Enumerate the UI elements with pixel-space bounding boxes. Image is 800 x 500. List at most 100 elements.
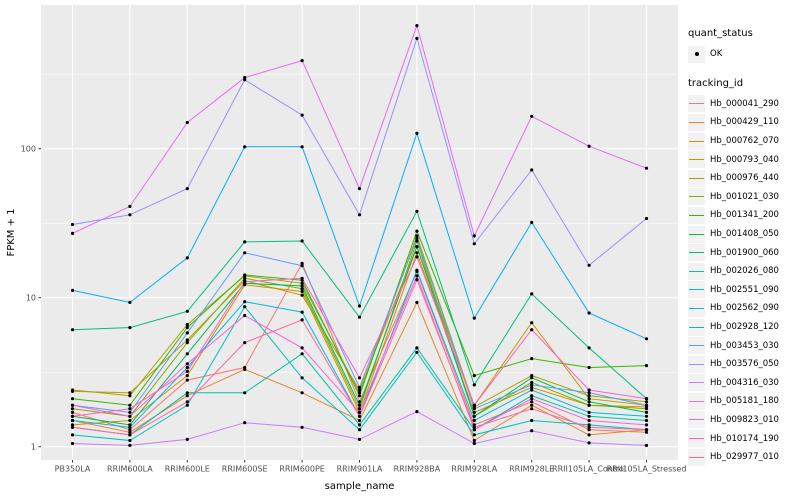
data-point-Hb_001021_030 [185, 341, 189, 345]
y-tick-label: 100 [21, 145, 36, 154]
legend-item-Hb_002562_090: Hb_002562_090 [688, 299, 798, 318]
legend-key-swatch [688, 374, 705, 392]
legend-key-swatch [688, 318, 705, 336]
data-point-Hb_002928_120 [128, 300, 132, 304]
legend-key-swatch [688, 206, 705, 224]
data-point-Hb_002562_090 [415, 268, 419, 272]
data-point-Hb_002928_120 [644, 337, 649, 341]
data-point-Hb_004316_030 [530, 429, 534, 433]
legend-tracking-id-title: tracking_id [688, 77, 744, 89]
data-point-Hb_001408_050 [644, 410, 649, 414]
legend-line-icon [689, 270, 704, 272]
legend-key-swatch [688, 95, 705, 113]
legend-item-label: Hb_000793_040 [710, 154, 779, 165]
legend-line-icon [689, 326, 704, 328]
legend-key-swatch [688, 411, 705, 429]
legend-key-swatch [688, 113, 705, 131]
legend-key-swatch [688, 299, 705, 317]
data-point-Hb_005181_180 [70, 231, 75, 235]
data-point-Hb_000793_040 [587, 397, 591, 401]
data-point-Hb_001021_030 [243, 276, 247, 280]
legend-line-icon [689, 382, 704, 384]
data-point-Hb_000976_440 [300, 281, 304, 285]
data-point-Hb_001408_050 [530, 376, 534, 380]
legend-line-icon [689, 363, 704, 365]
data-point-Hb_001021_030 [644, 407, 649, 411]
legend-item-label: Hb_009823_010 [710, 414, 779, 425]
data-point-Hb_000976_440 [530, 374, 534, 378]
data-point-Hb_010174_190 [415, 255, 419, 259]
data-point-Hb_000041_290 [185, 378, 189, 382]
data-point-Hb_002562_090 [128, 425, 132, 429]
legend-item-label: Hb_002551_090 [710, 284, 779, 295]
data-point-Hb_000762_070 [185, 374, 189, 378]
data-point-Hb_002928_120 [185, 256, 189, 260]
data-point-Hb_000041_290 [644, 430, 649, 434]
data-point-Hb_010174_190 [472, 403, 476, 407]
x-tick-label: PB350LA [55, 465, 91, 474]
legend-item-label: Hb_000976_440 [710, 173, 779, 184]
data-point-Hb_001408_050 [128, 423, 132, 427]
data-point-Hb_000041_290 [472, 423, 476, 427]
data-point-Hb_002562_090 [300, 310, 304, 314]
legend-item-Hb_001408_050: Hb_001408_050 [688, 225, 798, 244]
data-point-Hb_003453_030 [415, 236, 419, 240]
legend-item-label: Hb_000429_110 [710, 117, 779, 128]
legend-key-swatch [688, 225, 705, 243]
data-point-Hb_003453_030 [644, 403, 649, 407]
data-point-Hb_002928_120 [70, 288, 75, 292]
data-point-Hb_002026_080 [300, 352, 304, 356]
legend-item-Hb_000793_040: Hb_000793_040 [688, 150, 798, 169]
data-point-Hb_002928_120 [587, 311, 591, 315]
x-tick-label: RRII105LA_Control [552, 465, 626, 474]
data-point-Hb_000976_440 [128, 394, 132, 398]
legend-item-label: Hb_003576_050 [710, 359, 779, 370]
legend-key-swatch [688, 244, 705, 262]
legend-key-swatch [688, 337, 705, 355]
data-point-Hb_003576_050 [185, 187, 189, 191]
data-point-Hb_010174_190 [644, 397, 649, 401]
data-point-Hb_029977_010 [357, 414, 362, 418]
data-point-Hb_009823_010 [472, 428, 476, 432]
data-point-Hb_003453_030 [357, 385, 362, 389]
data-point-Hb_002026_080 [357, 423, 362, 427]
data-point-Hb_005181_180 [415, 24, 419, 28]
data-point-Hb_004316_030 [300, 425, 304, 429]
legend-item-label: Hb_002026_080 [710, 266, 779, 277]
legend-key-swatch [688, 262, 705, 280]
legend-line-icon [689, 419, 704, 421]
data-point-Hb_010174_190 [300, 276, 304, 280]
data-point-Hb_009823_010 [644, 423, 649, 427]
data-point-Hb_004316_030 [357, 437, 362, 441]
legend-item-Hb_029977_010: Hb_029977_010 [688, 448, 798, 467]
data-point-Hb_002928_120 [472, 316, 476, 320]
data-point-Hb_029977_010 [415, 278, 419, 282]
legend-tracking-id-items: Hb_000041_290 Hb_000429_110 Hb_000762_070 H… [688, 95, 798, 467]
legend-item-Hb_000762_070: Hb_000762_070 [688, 132, 798, 151]
data-point-Hb_002551_090 [472, 433, 476, 437]
data-point-Hb_003576_050 [415, 36, 419, 41]
legend-line-icon [689, 159, 704, 161]
data-point-Hb_001900_060 [70, 328, 75, 332]
data-point-Hb_001021_030 [587, 403, 591, 407]
legend-key-swatch [688, 132, 705, 150]
data-point-Hb_002551_090 [128, 438, 132, 443]
data-point-Hb_001408_050 [185, 352, 189, 356]
data-point-Hb_000793_040 [530, 321, 534, 325]
data-point-Hb_003576_050 [128, 213, 132, 217]
x-tick-label: RRIM928LE [509, 465, 554, 474]
data-point-Hb_002026_080 [644, 418, 649, 423]
data-point-Hb_005181_180 [243, 76, 247, 80]
data-point-Hb_001021_030 [357, 407, 362, 411]
legend-line-icon [689, 345, 704, 347]
data-point-Hb_001900_060 [472, 383, 476, 387]
data-point-Hb_010174_190 [128, 407, 132, 411]
data-point-Hb_000762_070 [128, 418, 132, 423]
data-point-Hb_000976_440 [70, 388, 75, 392]
data-point-Hb_001408_050 [300, 284, 304, 288]
data-point-Hb_002026_080 [530, 394, 534, 398]
data-point-Hb_003576_050 [357, 213, 362, 217]
legend-key-ok [688, 45, 705, 63]
legend-key-swatch [688, 169, 705, 187]
